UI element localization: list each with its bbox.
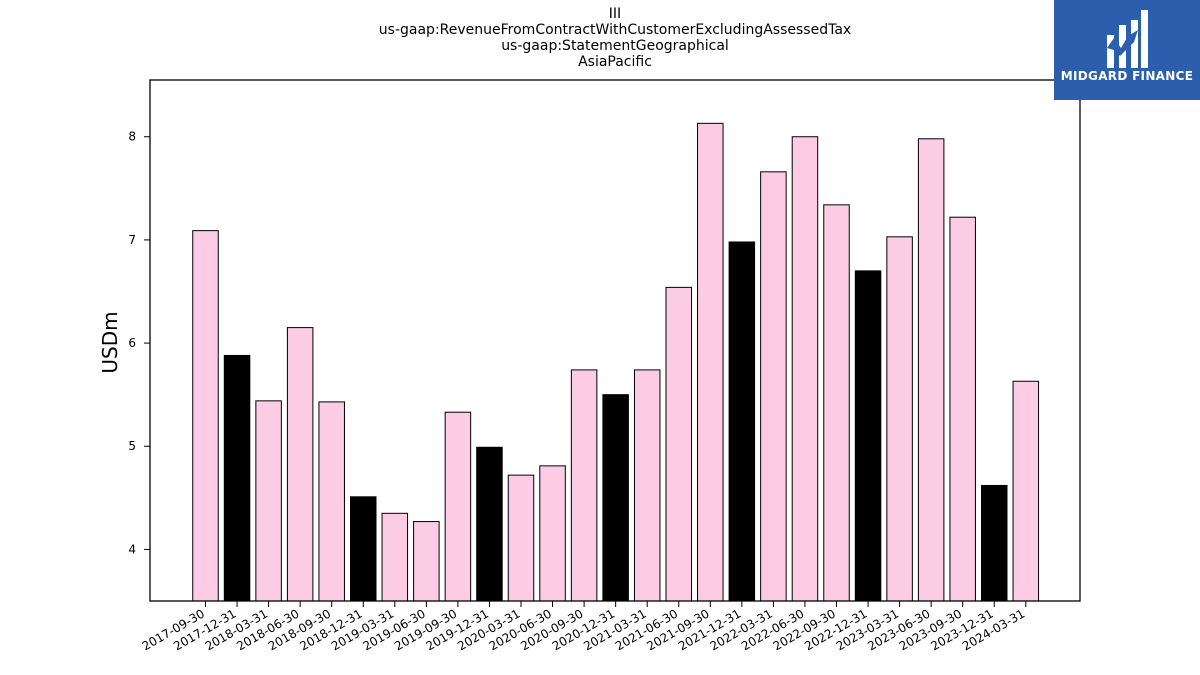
bar-2021-12-31 — [728, 241, 756, 602]
bar-2023-09-30 — [949, 216, 976, 602]
bar-2018-03-31 — [255, 400, 282, 602]
bar-2022-03-31 — [760, 171, 787, 602]
logo-text: MIDGARD FINANCE — [1060, 69, 1194, 83]
bar-2022-12-31 — [854, 270, 882, 602]
bar-2024-03-31 — [1012, 380, 1040, 602]
bar-2018-09-30 — [318, 401, 345, 602]
bar-2019-03-31 — [381, 512, 409, 602]
bar-2022-06-30 — [791, 136, 819, 602]
bar-2019-06-30 — [413, 521, 440, 602]
y-tick-label-6: 6 — [128, 336, 136, 350]
brand-logo: MIDGARD FINANCE — [1054, 0, 1200, 100]
bar-2020-12-31 — [602, 394, 629, 602]
y-tick-label-4: 4 — [128, 542, 136, 556]
bar-2022-09-30 — [823, 204, 850, 602]
title-line-1: III — [608, 6, 622, 22]
bar-2021-06-30 — [665, 286, 692, 602]
title-line-4: AsiaPacific — [578, 54, 652, 70]
y-tick-label-7: 7 — [128, 233, 136, 247]
logo-mark-icon — [1107, 10, 1148, 68]
y-tick-label-5: 5 — [128, 439, 136, 453]
bar-2017-09-30 — [192, 230, 219, 602]
bar-2021-03-31 — [633, 369, 661, 602]
bar-2018-06-30 — [286, 327, 314, 602]
bar-2019-09-30 — [444, 411, 472, 602]
bar-2018-12-31 — [350, 496, 377, 602]
title-line-2: us-gaap:RevenueFromContractWithCustomerE… — [378, 22, 852, 38]
bar-2019-12-31 — [476, 446, 503, 602]
bar-2020-09-30 — [570, 369, 598, 602]
bar-2023-12-31 — [981, 484, 1008, 602]
y-tick-label-8: 8 — [128, 130, 136, 144]
bar-2020-06-30 — [539, 465, 566, 602]
title-line-3: us-gaap:StatementGeographical — [501, 38, 729, 54]
y-axis-label: USDm — [98, 311, 122, 373]
bar-2017-12-31 — [223, 354, 251, 602]
plot-frame — [149, 79, 1081, 602]
bar-2020-03-31 — [507, 474, 535, 602]
bar-2023-03-31 — [886, 236, 913, 602]
bar-2021-09-30 — [697, 122, 724, 602]
chart-title: III us-gaap:RevenueFromContractWithCusto… — [315, 6, 915, 70]
bar-2023-06-30 — [917, 138, 945, 602]
